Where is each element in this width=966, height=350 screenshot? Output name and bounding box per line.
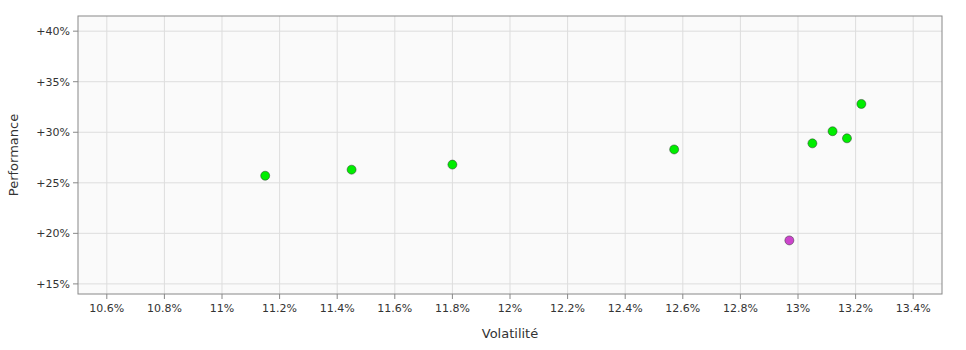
plot-frame — [78, 16, 942, 294]
x-tick — [740, 294, 741, 299]
x-tick — [682, 294, 683, 299]
x-grid-line — [625, 16, 626, 294]
x-grid-line — [855, 16, 856, 294]
y-tick — [73, 283, 78, 284]
y-grid-line — [78, 182, 942, 183]
x-grid-line — [913, 16, 914, 294]
point — [828, 127, 837, 136]
x-grid-line — [567, 16, 568, 294]
x-grid-line — [279, 16, 280, 294]
x-grid-line — [798, 16, 799, 294]
x-tick-label: 13.4% — [896, 302, 931, 315]
point — [347, 165, 356, 174]
y-grid-line — [78, 132, 942, 133]
x-tick — [337, 294, 338, 299]
x-grid-line — [337, 16, 338, 294]
chart: 10.6% 10.8% 11% 11.2% 11.4% 11.6% 11.8% 12% 12.2… — [0, 0, 966, 350]
y-grid-line — [78, 31, 942, 32]
point — [670, 145, 679, 154]
x-tick-label: 13.2% — [838, 302, 873, 315]
y-tick — [73, 182, 78, 183]
y-tick-label: +35% — [36, 76, 70, 89]
x-tick — [625, 294, 626, 299]
point — [785, 236, 794, 245]
y-tick-label: +20% — [36, 227, 70, 240]
x-tick-label: 11% — [210, 302, 234, 315]
y-tick — [73, 31, 78, 32]
x-tick — [855, 294, 856, 299]
x-tick-label: 12.2% — [550, 302, 585, 315]
y-grid-line — [78, 81, 942, 82]
y-tick — [73, 81, 78, 82]
x-tick-label: 10.8% — [147, 302, 182, 315]
point — [448, 160, 457, 169]
x-tick-label: 12.8% — [723, 302, 758, 315]
y-tick — [73, 233, 78, 234]
x-tick-label: 13% — [786, 302, 810, 315]
y-tick-label: +40% — [36, 25, 70, 38]
page: {"chart_data": {"type": "scatter", "xlab… — [0, 0, 966, 350]
x-tick — [222, 294, 223, 299]
x-axis-label: Volatilité — [482, 326, 538, 341]
points — [261, 99, 866, 244]
point — [261, 171, 270, 180]
y-tick-label: +15% — [36, 278, 70, 291]
x-tick — [106, 294, 107, 299]
grid — [78, 16, 942, 294]
x-grid-line — [682, 16, 683, 294]
y-axis-label: Performance — [6, 114, 21, 196]
y-tick — [73, 132, 78, 133]
axes: 10.6% 10.8% 11% 11.2% 11.4% 11.6% 11.8% 12% 12.2… — [36, 25, 930, 315]
plot-area — [78, 16, 942, 294]
x-tick — [164, 294, 165, 299]
point — [808, 139, 817, 148]
x-grid-line — [164, 16, 165, 294]
x-grid-line — [222, 16, 223, 294]
x-tick-label: 12% — [498, 302, 522, 315]
x-tick — [913, 294, 914, 299]
y-tick-label: +25% — [36, 177, 70, 190]
x-tick — [567, 294, 568, 299]
x-grid-line — [394, 16, 395, 294]
y-grid-line — [78, 233, 942, 234]
point — [857, 99, 866, 108]
x-tick-label: 10.6% — [89, 302, 124, 315]
x-grid-line — [452, 16, 453, 294]
y-grid-line — [78, 283, 942, 284]
x-tick-label: 12.4% — [608, 302, 643, 315]
x-tick-label: 11.2% — [262, 302, 297, 315]
x-tick — [798, 294, 799, 299]
x-grid-line — [106, 16, 107, 294]
x-tick-label: 11.4% — [320, 302, 355, 315]
x-tick-label: 11.6% — [377, 302, 412, 315]
x-tick — [452, 294, 453, 299]
x-tick-label: 12.6% — [665, 302, 700, 315]
x-grid-line — [510, 16, 511, 294]
x-tick — [394, 294, 395, 299]
x-tick — [279, 294, 280, 299]
y-tick-label: +30% — [36, 126, 70, 139]
x-tick — [510, 294, 511, 299]
point — [842, 134, 851, 143]
x-tick-label: 11.8% — [435, 302, 470, 315]
x-grid-line — [740, 16, 741, 294]
